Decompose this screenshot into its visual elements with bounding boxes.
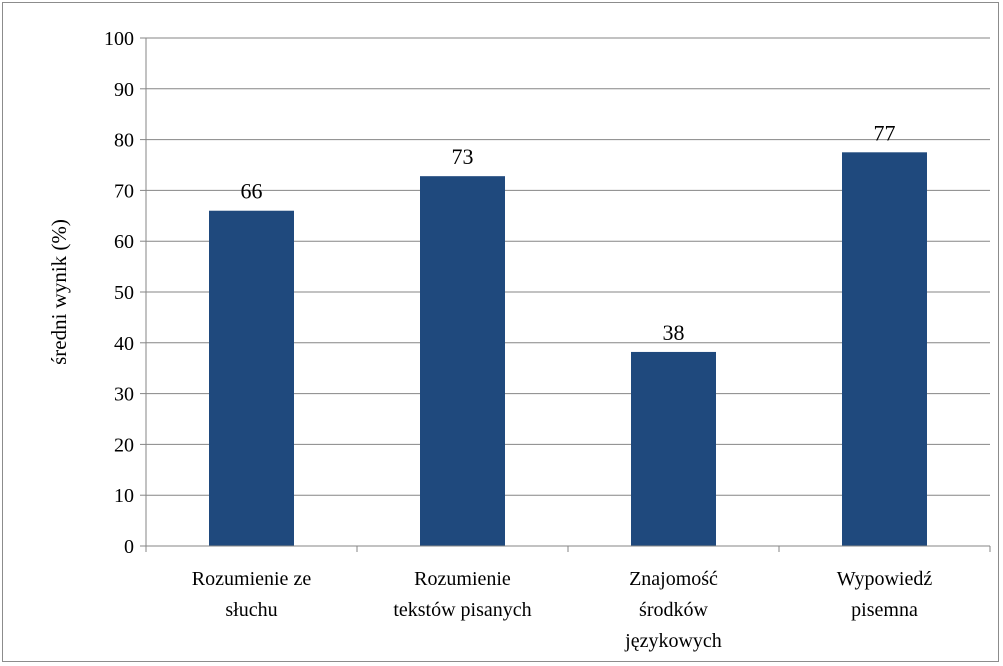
y-axis-title: średni wynik (%) xyxy=(47,219,71,365)
axes xyxy=(140,37,991,552)
y-tick-label: 80 xyxy=(114,130,134,152)
y-tick-label: 10 xyxy=(114,485,134,507)
category-label: słuchu xyxy=(225,599,277,621)
bar xyxy=(420,176,505,546)
y-tick-label: 100 xyxy=(104,28,134,50)
y-tick-label: 60 xyxy=(114,231,134,253)
category-label: Rozumienie ze xyxy=(192,568,312,590)
data-labels: 66 73 38 77 xyxy=(241,120,896,345)
y-tick-label: 40 xyxy=(114,333,134,355)
category-label: środków xyxy=(639,599,708,621)
y-tick-label: 30 xyxy=(114,384,134,406)
bar xyxy=(631,351,716,546)
category-label: pisemna xyxy=(851,599,918,621)
y-tick-label: 70 xyxy=(114,180,134,202)
bars xyxy=(209,152,927,547)
y-tick-label: 20 xyxy=(114,434,134,456)
y-tick-label: 90 xyxy=(114,79,134,101)
data-label: 66 xyxy=(241,179,263,204)
category-label: Rozumienie xyxy=(414,568,511,590)
category-label: Wypowiedź xyxy=(837,568,933,590)
category-label: językowych xyxy=(624,630,722,652)
y-tick-labels: 0 10 20 30 40 50 60 70 80 90 100 xyxy=(104,28,134,558)
data-label: 77 xyxy=(874,120,896,145)
bar xyxy=(842,152,927,547)
data-label: 73 xyxy=(452,144,474,169)
y-tick-label: 0 xyxy=(124,536,134,558)
category-label: Znajomość xyxy=(629,568,718,590)
y-tick-label: 50 xyxy=(114,282,134,304)
category-labels: Rozumienie ze słuchu Rozumienie tekstów pis… xyxy=(192,568,933,652)
category-label: tekstów pisanych xyxy=(393,599,531,621)
bar xyxy=(209,210,294,546)
data-label: 38 xyxy=(663,320,685,345)
